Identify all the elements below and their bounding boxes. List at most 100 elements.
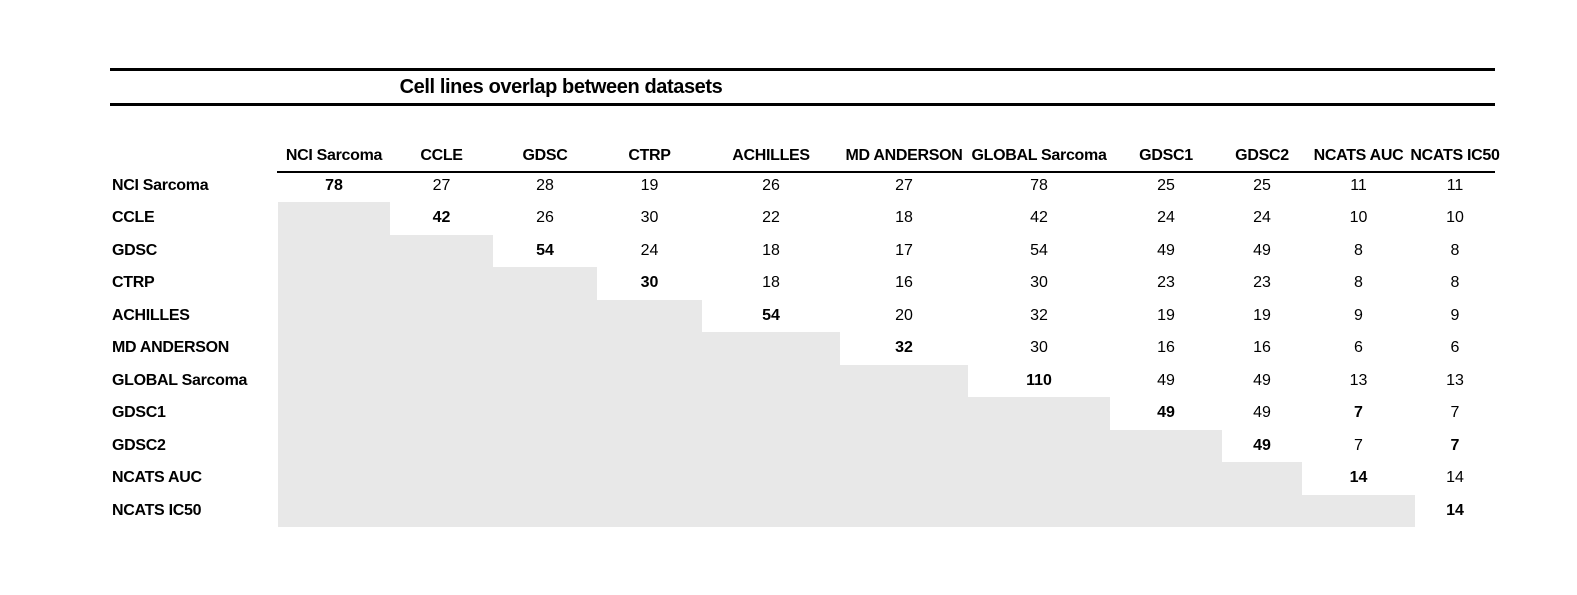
matrix-cell: 9: [1354, 306, 1363, 324]
matrix-cell: 26: [762, 176, 780, 194]
matrix-cell: 32: [1030, 306, 1048, 324]
matrix-cell: 24: [640, 241, 659, 259]
matrix-cell: 9: [1450, 306, 1460, 324]
row-label: GDSC2: [112, 436, 166, 454]
matrix-cell: 14: [1349, 469, 1368, 486]
matrix-cell: 19: [1157, 306, 1175, 324]
shaded-cell: [278, 495, 1415, 527]
matrix-cell: 42: [432, 209, 451, 226]
matrix-cell: 8: [1354, 274, 1363, 291]
matrix-cell: 17: [895, 241, 913, 259]
matrix-cell: 11: [1350, 176, 1367, 194]
row-label: NCATS IC50: [112, 501, 202, 519]
matrix-cell: 30: [1030, 339, 1048, 356]
matrix-cell: 54: [762, 306, 780, 324]
shaded-cell: [278, 397, 1110, 430]
row-label: MD ANDERSON: [112, 339, 229, 356]
matrix-cell: 49: [1157, 241, 1175, 259]
column-header: GLOBAL Sarcoma: [971, 147, 1107, 164]
matrix-cell: 18: [762, 241, 780, 259]
matrix-cell: 7: [1354, 404, 1363, 421]
matrix-cell: 24: [1253, 209, 1271, 226]
matrix-cell: 49: [1157, 404, 1175, 421]
table-title: Cell lines overlap between datasets: [399, 76, 723, 98]
matrix-cell: 19: [640, 176, 659, 194]
shaded-cell: [278, 202, 390, 235]
matrix-cell: 13: [1349, 371, 1368, 389]
matrix-cell: 19: [1253, 306, 1271, 324]
matrix-cell: 30: [1030, 274, 1048, 291]
matrix-cell: 110: [1026, 371, 1052, 389]
column-header: NCI Sarcoma: [285, 147, 383, 164]
matrix-cell: 10: [1349, 209, 1368, 226]
matrix-cell: 25: [1157, 176, 1175, 194]
row-label: CCLE: [112, 209, 155, 226]
matrix-cell: 18: [762, 274, 780, 291]
matrix-cell: 25: [1253, 176, 1271, 194]
matrix-cell: 7: [1354, 436, 1363, 454]
matrix-cell: 14: [1446, 501, 1464, 519]
matrix-cell: 11: [1446, 176, 1464, 194]
column-header: ACHILLES: [732, 147, 810, 164]
matrix-cell: 22: [762, 209, 780, 226]
matrix-cell: 54: [1030, 241, 1048, 259]
matrix-cell: 24: [1157, 209, 1175, 226]
header-underline: [277, 171, 1495, 173]
matrix-cell: 49: [1253, 436, 1271, 454]
matrix-cell: 49: [1253, 371, 1271, 389]
matrix-cell: 27: [895, 176, 913, 194]
row-label: GLOBAL Sarcoma: [112, 371, 248, 389]
matrix-cell: 78: [1030, 176, 1048, 194]
matrix-cell: 30: [640, 274, 659, 291]
column-header: NCATS AUC: [1313, 147, 1404, 164]
row-label: CTRP: [112, 274, 155, 291]
shaded-cell: [278, 365, 968, 397]
matrix-cell: 28: [536, 176, 554, 194]
column-header: GDSC2: [1235, 147, 1289, 164]
mid-rule-line: [110, 103, 1495, 106]
column-header: MD ANDERSON: [845, 147, 963, 164]
matrix-cell: 16: [895, 274, 913, 291]
matrix-cell: 7: [1450, 436, 1460, 454]
matrix-cell: 8: [1450, 241, 1460, 259]
shaded-cell: [278, 332, 840, 365]
matrix-cell: 23: [1157, 274, 1175, 291]
matrix-cell: 8: [1450, 274, 1460, 291]
matrix-cell: 54: [536, 241, 554, 259]
matrix-cell: 6: [1354, 339, 1363, 356]
matrix-cell: 30: [640, 209, 659, 226]
column-header: GDSC: [522, 147, 568, 164]
matrix-cell: 78: [325, 176, 343, 194]
column-header: GDSC1: [1139, 147, 1193, 164]
row-label: NCI Sarcoma: [112, 176, 209, 194]
row-label: NCATS AUC: [112, 469, 202, 486]
matrix-cell: 27: [432, 176, 451, 194]
matrix-cell: 6: [1450, 339, 1460, 356]
matrix-cell: 13: [1446, 371, 1464, 389]
matrix-cell: 49: [1253, 404, 1271, 421]
matrix-cell: 10: [1446, 209, 1464, 226]
row-label: ACHILLES: [112, 306, 190, 324]
shaded-cell: [278, 430, 1222, 462]
matrix-cell: 26: [536, 209, 554, 226]
shaded-cell: [278, 235, 493, 267]
matrix-cell: 49: [1157, 371, 1175, 389]
matrix-cell: 8: [1354, 241, 1363, 259]
matrix-cell: 20: [895, 306, 913, 324]
matrix-cell: 42: [1030, 209, 1048, 226]
row-label: GDSC1: [112, 404, 166, 421]
column-header: CCLE: [420, 147, 463, 164]
top-rule-line: [110, 68, 1495, 71]
column-header: NCATS IC50: [1410, 147, 1500, 164]
matrix-cell: 49: [1253, 241, 1271, 259]
shaded-cell: [278, 267, 597, 300]
matrix-cell: 7: [1450, 404, 1460, 421]
row-label: GDSC: [112, 241, 158, 259]
matrix-cell: 14: [1446, 469, 1464, 486]
matrix-cell: 32: [895, 339, 913, 356]
shaded-cell: [278, 462, 1302, 495]
matrix-cell: 23: [1253, 274, 1271, 291]
shaded-cell: [278, 300, 702, 332]
matrix-cell: 18: [895, 209, 913, 226]
